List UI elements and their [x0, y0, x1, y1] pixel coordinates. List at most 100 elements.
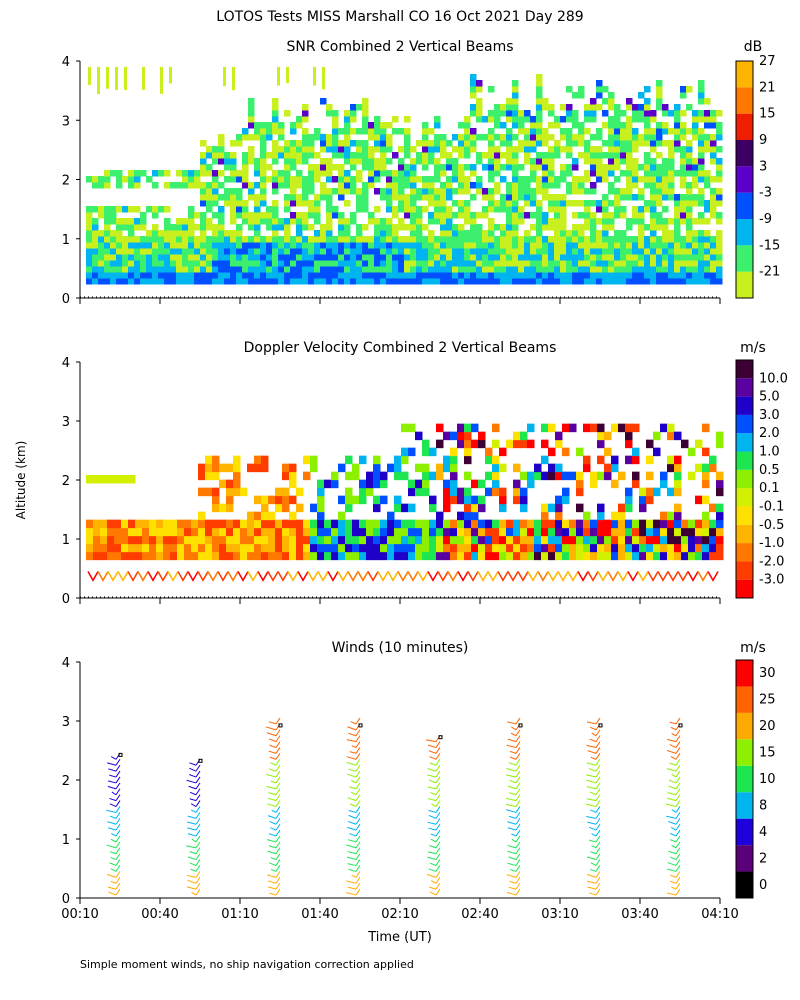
- snr-cell: [584, 272, 591, 279]
- snr-cell: [452, 212, 459, 219]
- velocity-cell: [142, 535, 150, 545]
- snr-cell: [286, 66, 289, 84]
- velocity-cell: [534, 471, 542, 481]
- wind-barb: [191, 838, 197, 843]
- snr-cell: [638, 92, 645, 99]
- snr-cell: [710, 176, 717, 183]
- snr-cell: [92, 278, 99, 285]
- wind-barb: [586, 779, 597, 784]
- wind-barb: [109, 797, 117, 802]
- snr-cell: [572, 158, 579, 165]
- snr-cell: [452, 236, 459, 243]
- snr-cell: [134, 242, 141, 249]
- snr-cell: [416, 242, 423, 249]
- snr-cell: [614, 278, 621, 285]
- velocity-cell: [352, 495, 360, 505]
- velocity-cell: [422, 463, 430, 473]
- snr-cell: [368, 158, 375, 165]
- velocity-cell: [352, 527, 360, 537]
- snr-cell: [212, 266, 219, 273]
- snr-cell: [446, 212, 453, 219]
- snr-cell: [338, 164, 345, 171]
- snr-cell: [512, 188, 519, 195]
- snr-cell: [218, 140, 225, 147]
- snr-cell: [452, 242, 459, 249]
- snr-cell: [632, 266, 639, 273]
- velocity-cell: [282, 519, 290, 529]
- snr-cell: [392, 194, 399, 201]
- snr-cell: [488, 194, 495, 201]
- wind-barb: [595, 782, 601, 790]
- velocity-cell: [625, 535, 633, 545]
- snr-cell: [638, 212, 645, 219]
- velocity-cell: [653, 527, 661, 537]
- snr-cell: [308, 152, 315, 159]
- snr-cell: [680, 128, 687, 135]
- snr-cell: [542, 272, 549, 279]
- velocity-cell: [422, 543, 430, 553]
- snr-cell: [560, 254, 567, 261]
- velocity-cell: [170, 527, 178, 537]
- snr-cell: [284, 164, 291, 171]
- snr-cell: [104, 230, 111, 237]
- snr-cell: [704, 176, 711, 183]
- snr-cell: [686, 140, 693, 147]
- velocity-cell: [187, 571, 199, 582]
- velocity-cell: [646, 471, 654, 481]
- wind-barb: [351, 745, 357, 749]
- snr-cell: [476, 110, 483, 117]
- snr-cell: [698, 164, 705, 171]
- wind-barb: [429, 844, 437, 849]
- velocity-cell: [212, 535, 220, 545]
- snr-cell: [578, 200, 585, 207]
- snr-cell: [326, 158, 333, 165]
- snr-cell: [284, 194, 291, 201]
- snr-cell: [404, 176, 411, 183]
- velocity-cell: [555, 439, 563, 449]
- wind-barb: [666, 750, 677, 754]
- wind-barb: [115, 806, 121, 813]
- wind-barb: [275, 841, 281, 849]
- snr-cell: [716, 188, 723, 195]
- snr-cell: [368, 266, 375, 273]
- snr-cell: [86, 278, 93, 285]
- velocity-cell: [107, 535, 115, 545]
- snr-cell: [416, 140, 423, 147]
- snr-cell: [272, 278, 279, 285]
- wind-barb: [515, 741, 521, 748]
- snr-cell: [326, 278, 333, 285]
- snr-cell: [356, 152, 363, 159]
- snr-cell: [560, 206, 567, 213]
- snr-cell: [284, 200, 291, 207]
- snr-cell: [632, 170, 639, 177]
- snr-cell: [302, 260, 309, 267]
- velocity-cell: [499, 495, 507, 505]
- snr-cell: [512, 134, 519, 141]
- snr-cell: [458, 242, 465, 249]
- snr-cell: [92, 242, 99, 249]
- velocity-cell: [275, 543, 283, 553]
- wind-barb: [108, 768, 117, 772]
- y-tick-label: 4: [62, 55, 70, 70]
- snr-cell: [350, 236, 357, 243]
- snr-cell: [548, 176, 555, 183]
- velocity-cell: [219, 535, 227, 545]
- velocity-cell: [520, 471, 528, 481]
- velocity-cell: [667, 455, 675, 465]
- velocity-cell: [338, 519, 346, 529]
- velocity-cell: [450, 551, 458, 561]
- snr-cell: [104, 278, 111, 285]
- snr-cell: [614, 194, 621, 201]
- snr-cell: [278, 182, 285, 189]
- velocity-cell: [611, 543, 619, 553]
- snr-cell: [602, 98, 609, 105]
- snr-cell: [170, 248, 177, 255]
- snr-cell: [410, 176, 417, 183]
- snr-cell: [410, 200, 417, 207]
- snr-cell: [128, 206, 135, 213]
- snr-cell: [578, 176, 585, 183]
- snr-cell: [434, 266, 441, 273]
- snr-cell: [638, 116, 645, 123]
- velocity-cell: [562, 543, 570, 553]
- snr-cell: [296, 194, 303, 201]
